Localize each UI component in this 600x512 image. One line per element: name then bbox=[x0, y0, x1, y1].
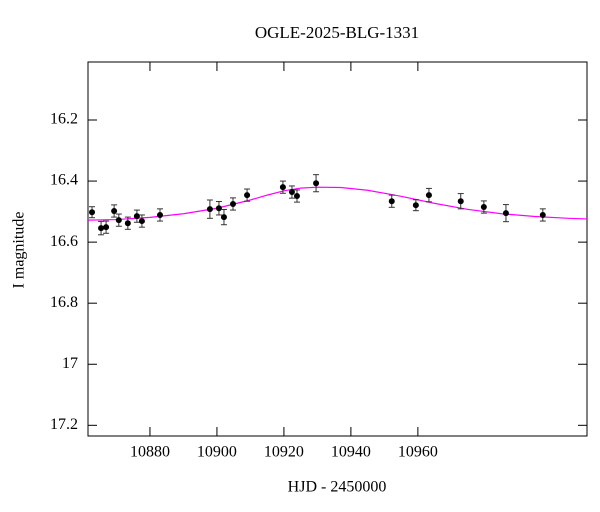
y-tick-label: 16.2 bbox=[50, 111, 78, 128]
data-point bbox=[138, 218, 145, 225]
data-point bbox=[220, 214, 227, 221]
data-point bbox=[425, 192, 432, 199]
x-tick-label: 10940 bbox=[331, 444, 371, 461]
y-tick-label: 16.4 bbox=[50, 172, 78, 189]
data-point bbox=[206, 206, 213, 213]
data-point bbox=[244, 192, 251, 199]
y-tick-label: 16.6 bbox=[50, 233, 78, 250]
data-point bbox=[480, 204, 487, 211]
data-point bbox=[539, 211, 546, 218]
data-point bbox=[133, 213, 140, 220]
x-tick-label: 10900 bbox=[197, 444, 237, 461]
data-point bbox=[279, 184, 286, 191]
x-tick-label: 10960 bbox=[398, 444, 438, 461]
chart-title: OGLE-2025-BLG-1331 bbox=[255, 23, 419, 42]
data-point bbox=[115, 217, 122, 224]
data-point bbox=[157, 211, 164, 218]
data-point bbox=[457, 198, 464, 205]
x-tick-label: 10920 bbox=[264, 444, 304, 461]
y-tick-label: 16.8 bbox=[50, 294, 78, 311]
data-point bbox=[103, 224, 110, 231]
x-axis-label: HJD - 2450000 bbox=[288, 479, 387, 496]
data-point bbox=[502, 210, 509, 217]
y-axis-label: I magnitude bbox=[11, 212, 28, 289]
plot-frame bbox=[87, 61, 588, 437]
y-tick-label: 17 bbox=[62, 355, 78, 372]
data-point bbox=[124, 220, 131, 227]
data-point bbox=[288, 189, 295, 196]
data-point bbox=[111, 207, 118, 214]
data-point bbox=[293, 193, 300, 200]
y-tick-label: 17.2 bbox=[50, 416, 78, 433]
data-point bbox=[313, 180, 320, 187]
data-point bbox=[89, 209, 96, 216]
data-point bbox=[98, 225, 105, 232]
data-point bbox=[215, 205, 222, 212]
data-point bbox=[388, 198, 395, 205]
x-tick-label: 10880 bbox=[130, 444, 170, 461]
data-point bbox=[412, 202, 419, 209]
data-point bbox=[230, 200, 237, 207]
model-curve bbox=[87, 186, 588, 221]
